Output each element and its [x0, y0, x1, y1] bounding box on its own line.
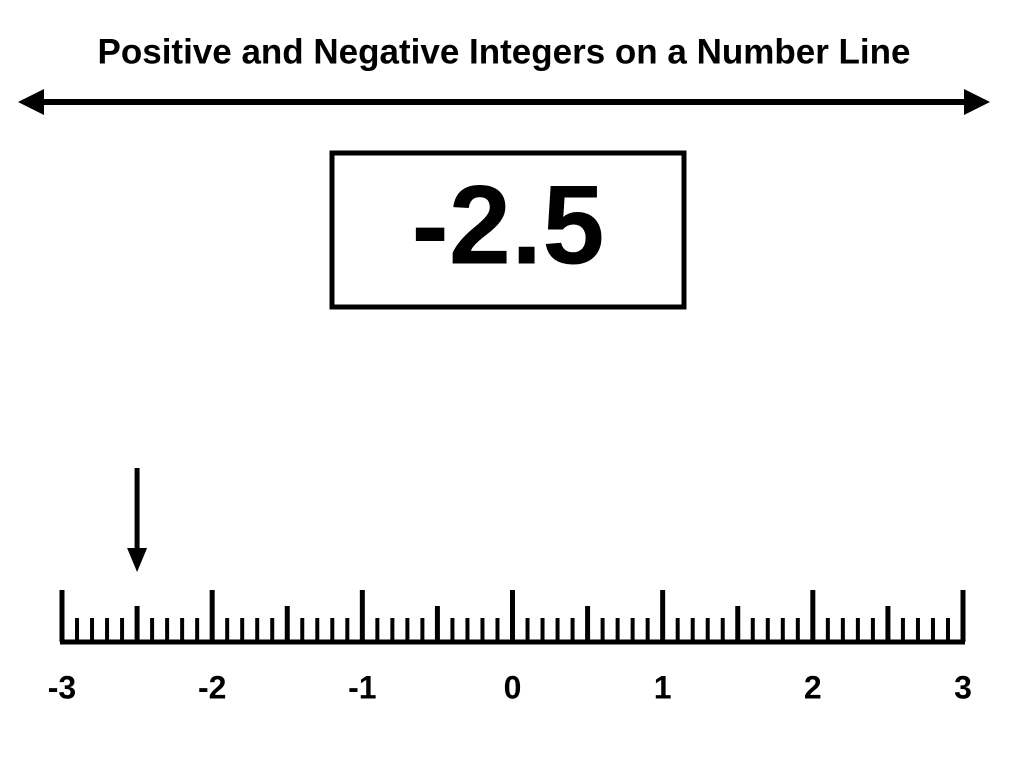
pointer-head	[127, 548, 148, 572]
tick-label: -2	[198, 669, 226, 705]
tick-label: 0	[504, 669, 522, 705]
tick-label: 3	[954, 669, 972, 705]
tick-label: -1	[348, 669, 376, 705]
tick-label: 2	[804, 669, 822, 705]
value-box	[329, 150, 687, 310]
title: Positive and Negative Integers on a Numb…	[98, 32, 911, 71]
tick-label: -3	[48, 669, 76, 705]
double-arrow	[18, 89, 990, 115]
value-text: -2.5	[412, 163, 605, 288]
number-line: -3 -2 -1 0 1 2 3	[48, 468, 972, 705]
tick-label: 1	[654, 669, 672, 705]
